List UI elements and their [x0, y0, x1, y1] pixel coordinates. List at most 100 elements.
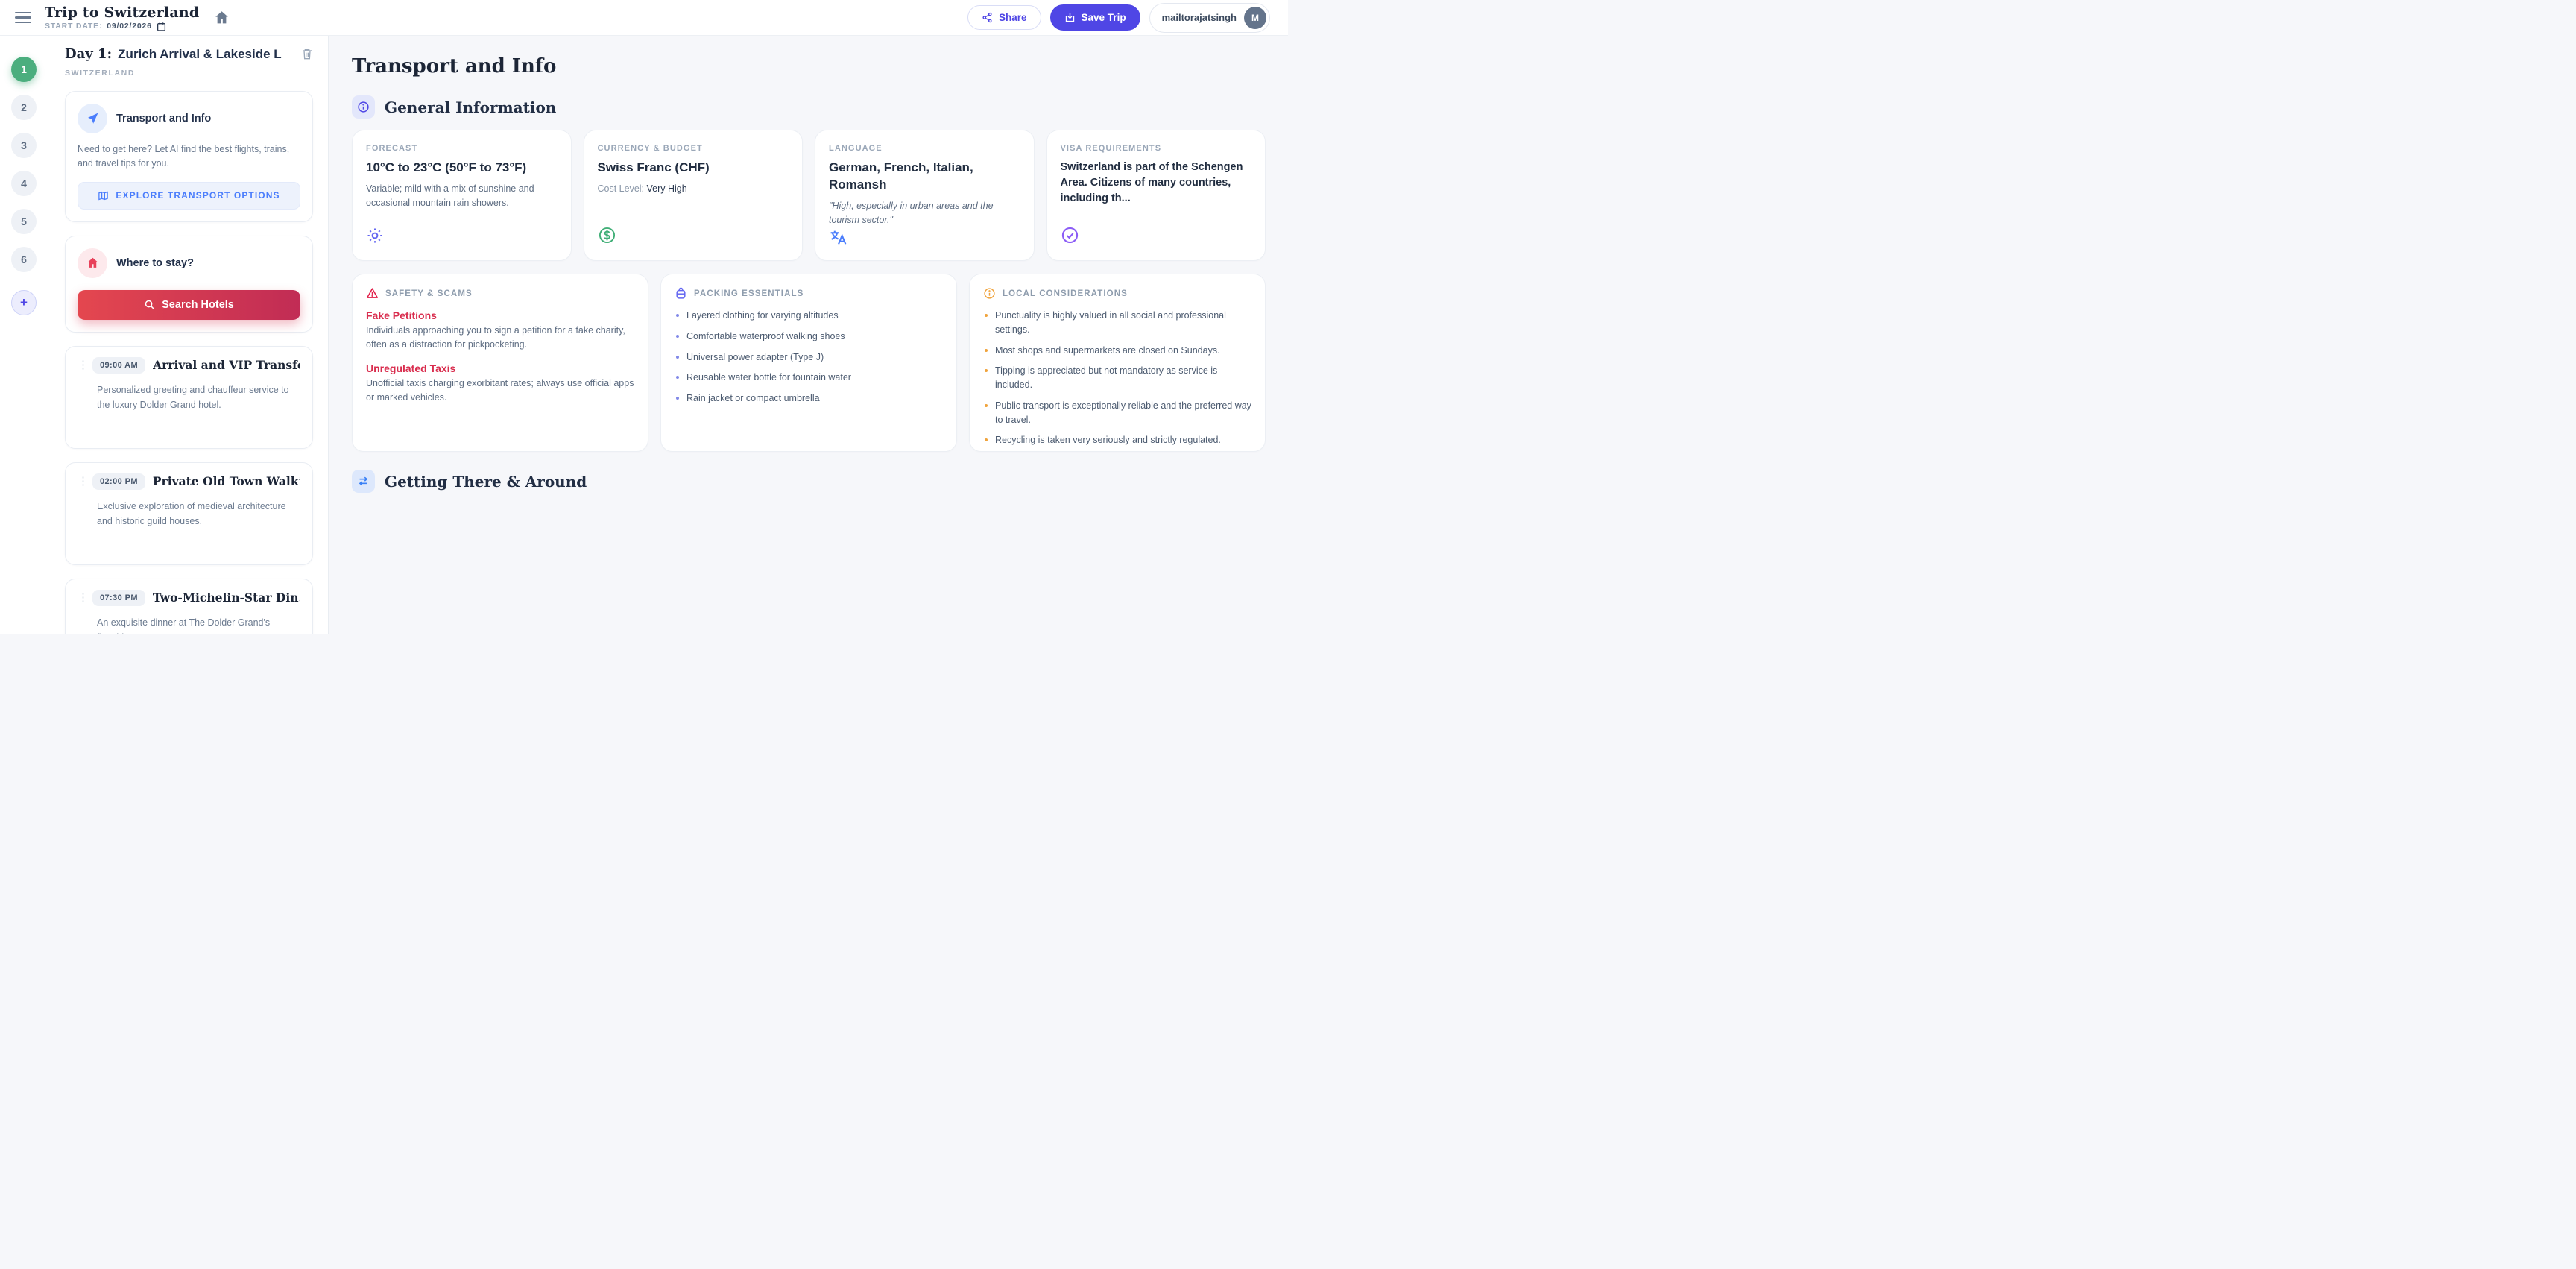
home-icon[interactable]	[214, 10, 230, 25]
country-label: SWITZERLAND	[65, 69, 136, 78]
language-description: "High, especially in urban areas and the…	[829, 200, 994, 226]
activity-card[interactable]: ⋮ 02:00 PM Private Old Town Walki... Exc…	[65, 462, 313, 565]
start-date-value[interactable]: 09/02/2026	[107, 22, 152, 31]
activity-title: Two-Michelin-Star Din...	[152, 591, 300, 605]
card-label: CURRENCY & BUDGET	[597, 144, 703, 153]
language-card: LANGUAGE German, French, Italian, Romans…	[815, 130, 1035, 261]
day-rail-item-6[interactable]: 6	[11, 247, 37, 272]
card-label: SAFETY & SCAMS	[385, 289, 473, 298]
explore-transport-button[interactable]: EXPLORE TRANSPORT OPTIONS	[78, 181, 300, 210]
section-title: General Information	[385, 98, 557, 116]
cost-level-value: Very High	[646, 183, 687, 194]
transport-card-title: Transport and Info	[116, 113, 212, 125]
list-item: Universal power adapter (Type J)	[675, 350, 943, 365]
list-item: Most shops and supermarkets are closed o…	[983, 344, 1251, 358]
list-item: Layered clothing for varying altitudes	[675, 309, 943, 323]
day-rail-item-4[interactable]: 4	[11, 171, 37, 196]
visa-card: VISA REQUIREMENTS Switzerland is part of…	[1046, 130, 1266, 261]
search-hotels-label: Search Hotels	[162, 298, 234, 311]
check-circle-icon	[1061, 226, 1252, 248]
day-rail-item-1[interactable]: 1	[11, 57, 37, 82]
card-label: VISA REQUIREMENTS	[1060, 144, 1162, 153]
share-button[interactable]: Share	[967, 5, 1041, 30]
activity-card[interactable]: ⋮ 09:00 AM Arrival and VIP Transfer Pers…	[65, 345, 313, 449]
stay-card-title: Where to stay?	[116, 256, 194, 269]
drag-handle-icon[interactable]: ⋮	[78, 359, 89, 372]
activity-card[interactable]: ⋮ 07:30 PM Two-Michelin-Star Din... An e…	[65, 578, 313, 634]
start-date-label: START DATE:	[45, 22, 103, 31]
local-list: Punctuality is highly valued in all soci…	[983, 309, 1251, 447]
scam-title: Fake Petitions	[366, 309, 437, 321]
info-icon	[352, 95, 375, 119]
day-rail-item-2[interactable]: 2	[11, 95, 37, 120]
activity-description: An exquisite dinner at The Dolder Grand'…	[97, 617, 271, 634]
where-to-stay-card: Where to stay? Search Hotels	[65, 235, 313, 333]
card-label: FORECAST	[366, 144, 418, 153]
packing-list: Layered clothing for varying altitudes C…	[675, 309, 943, 406]
list-item: Public transport is exceptionally reliab…	[983, 399, 1251, 427]
warning-icon	[367, 288, 378, 298]
section-title: Getting There & Around	[385, 472, 587, 491]
activity-time[interactable]: 09:00 AM	[92, 356, 146, 374]
list-item: Punctuality is highly valued in all soci…	[983, 309, 1251, 337]
avatar: M	[1244, 6, 1266, 29]
add-day-button[interactable]: +	[11, 290, 37, 315]
general-information-section: General Information	[352, 95, 1266, 119]
card-label: PACKING ESSENTIALS	[694, 289, 804, 298]
activity-description: Exclusive exploration of medieval archit…	[97, 500, 286, 526]
day-title[interactable]: Zurich Arrival & Lakeside L	[118, 47, 282, 61]
save-trip-label: Save Trip	[1081, 12, 1126, 23]
forecast-card: FORECAST 10°C to 23°C (50°F to 73°F) Var…	[352, 130, 572, 261]
transfers-icon	[352, 470, 375, 493]
share-icon	[982, 12, 992, 23]
transport-info-card: Transport and Info Need to get here? Let…	[65, 91, 313, 222]
day-rail: 1 2 3 4 5 6 +	[0, 36, 48, 634]
language-value: German, French, Italian, Romansh	[829, 160, 973, 192]
drag-handle-icon[interactable]: ⋮	[78, 475, 89, 488]
search-icon	[145, 300, 154, 309]
list-item: Tipping is appreciated but not mandatory…	[983, 364, 1251, 392]
map-icon	[98, 191, 109, 201]
safety-scams-card: SAFETY & SCAMS Fake Petitions Individual…	[352, 274, 648, 452]
username: mailtorajatsingh	[1161, 12, 1237, 23]
currency-value: Swiss Franc (CHF)	[597, 160, 710, 174]
trip-title: Trip to Switzerland	[45, 4, 200, 21]
card-label: LOCAL CONSIDERATIONS	[1003, 289, 1128, 298]
card-label: LANGUAGE	[829, 144, 883, 153]
search-hotels-button[interactable]: Search Hotels	[78, 289, 300, 320]
save-icon	[1065, 13, 1074, 22]
list-item: Recycling is taken very seriously and st…	[983, 433, 1251, 447]
drag-handle-icon[interactable]: ⋮	[78, 591, 89, 605]
scam-title: Unregulated Taxis	[366, 362, 456, 374]
app-header: Trip to Switzerland START DATE: 09/02/20…	[0, 0, 1288, 36]
forecast-description: Variable; mild with a mix of sunshine an…	[366, 183, 534, 209]
share-label: Share	[999, 12, 1027, 23]
cost-level-label: Cost Level:	[597, 183, 645, 194]
getting-there-section: Getting There & Around	[352, 470, 1266, 493]
user-menu[interactable]: mailtorajatsingh M	[1149, 2, 1270, 33]
day-rail-item-5[interactable]: 5	[11, 209, 37, 234]
currency-card: CURRENCY & BUDGET Swiss Franc (CHF) Cost…	[583, 130, 803, 261]
activity-title: Private Old Town Walki...	[152, 474, 300, 489]
save-trip-button[interactable]: Save Trip	[1049, 4, 1140, 31]
day-panel: Day 1: Zurich Arrival & Lakeside L SWITZ…	[48, 36, 329, 634]
sun-icon	[366, 227, 558, 248]
day-rail-item-3[interactable]: 3	[11, 133, 37, 158]
calendar-icon[interactable]	[157, 22, 166, 31]
packing-essentials-card: PACKING ESSENTIALS Layered clothing for …	[660, 274, 957, 452]
visa-value: Switzerland is part of the Schengen Area…	[1060, 161, 1243, 205]
day-label: Day 1:	[65, 46, 113, 62]
forecast-value: 10°C to 23°C (50°F to 73°F)	[366, 160, 527, 174]
backpack-icon	[676, 287, 686, 299]
list-item: Comfortable waterproof walking shoes	[675, 330, 943, 344]
delete-day-icon[interactable]	[301, 46, 313, 63]
page-title: Transport and Info	[352, 55, 557, 78]
menu-icon[interactable]	[15, 9, 33, 27]
translate-icon	[829, 228, 1020, 251]
info-circle-icon	[984, 288, 995, 299]
send-icon	[78, 104, 107, 133]
list-item: Rain jacket or compact umbrella	[675, 391, 943, 406]
activity-time[interactable]: 07:30 PM	[92, 589, 145, 606]
list-item: Reusable water bottle for fountain water	[675, 371, 943, 385]
activity-time[interactable]: 02:00 PM	[92, 473, 145, 490]
